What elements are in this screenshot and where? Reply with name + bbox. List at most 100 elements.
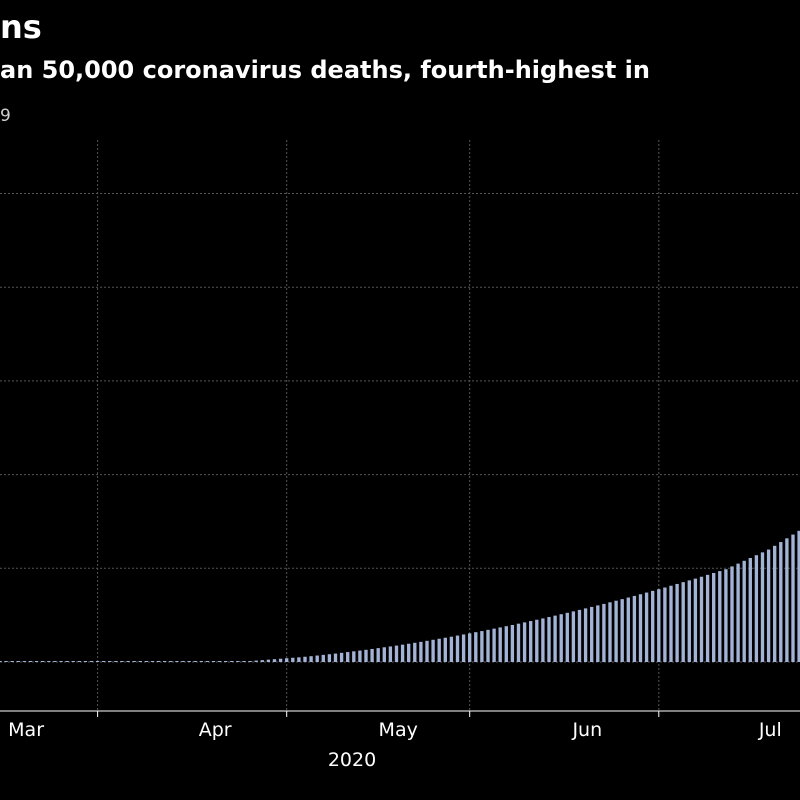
x-tick-label: Jul (758, 719, 782, 741)
x-axis-label: 2020 (328, 749, 376, 771)
bar (327, 654, 332, 662)
bar (22, 661, 27, 662)
chart-title: ns (0, 8, 42, 46)
bar (150, 661, 155, 662)
bar (492, 628, 496, 662)
bar (541, 618, 545, 662)
bar (315, 655, 319, 662)
bar (132, 661, 136, 662)
bar (47, 661, 51, 662)
bar (522, 622, 527, 662)
chart-source-note: 9 (0, 106, 11, 126)
bar (785, 538, 789, 662)
bar (553, 615, 557, 662)
bar (382, 647, 386, 662)
bar (108, 661, 112, 662)
bar (217, 661, 222, 662)
bar (291, 657, 295, 662)
bar (596, 605, 600, 662)
bar (224, 661, 228, 662)
bar (614, 600, 618, 662)
bar (297, 657, 301, 662)
bar (272, 659, 277, 662)
bar (138, 661, 142, 662)
bar (577, 609, 582, 662)
bar (419, 641, 423, 662)
bar (498, 627, 502, 662)
bar (394, 645, 399, 662)
bar (718, 571, 722, 662)
bar (65, 661, 69, 662)
bar (644, 592, 649, 662)
bar (632, 595, 637, 662)
bar (510, 624, 515, 662)
bar (77, 661, 81, 662)
bar (0, 661, 2, 662)
bar (254, 660, 258, 662)
bar (547, 617, 551, 662)
bar (266, 659, 271, 662)
bar (791, 534, 795, 662)
bar (339, 652, 344, 662)
bar (303, 656, 307, 662)
bar (358, 650, 362, 662)
bar (559, 614, 563, 662)
bar (59, 661, 63, 662)
bar (773, 545, 777, 662)
bar (626, 597, 630, 662)
bar (388, 646, 393, 662)
bar (687, 580, 691, 662)
bar (474, 632, 478, 662)
bar (504, 626, 508, 662)
bar (693, 578, 698, 662)
bar (242, 661, 246, 662)
bar (657, 589, 661, 662)
bar (779, 542, 783, 662)
bar (175, 661, 179, 662)
x-axis (0, 710, 800, 717)
bar (608, 602, 612, 662)
bar (413, 642, 417, 662)
bar (187, 661, 191, 662)
bar (126, 661, 130, 662)
bar (602, 603, 606, 662)
bar (364, 649, 368, 662)
bar (156, 661, 161, 662)
bar (681, 582, 685, 662)
bar (529, 621, 533, 662)
bar (169, 661, 173, 662)
bar (583, 608, 588, 662)
x-tick-label: May (379, 719, 418, 741)
bar (41, 661, 45, 662)
bar-series (0, 530, 800, 663)
x-tick-labels: Mar Apr May Jun Jul (8, 719, 782, 741)
bar (699, 576, 704, 662)
bar (724, 569, 728, 662)
bar (370, 648, 374, 662)
bar (333, 653, 338, 662)
bar (83, 661, 88, 662)
bar (669, 585, 673, 662)
bar (205, 661, 210, 662)
bar (705, 574, 710, 662)
bar (16, 661, 20, 662)
bar (211, 661, 216, 662)
bar (10, 661, 14, 662)
bar (535, 619, 539, 662)
bar (53, 661, 57, 662)
x-tick-label: Mar (8, 719, 44, 741)
chart-subtitle: an 50,000 coronavirus deaths, fourth-hig… (0, 56, 650, 84)
bar (742, 560, 746, 662)
bar (760, 552, 765, 662)
bar (236, 661, 240, 662)
bar (199, 661, 203, 662)
bar (28, 661, 33, 662)
bar (437, 638, 441, 662)
bar (95, 661, 100, 662)
bar (352, 651, 356, 662)
bar (4, 661, 8, 662)
bar (285, 658, 289, 662)
bar (114, 661, 118, 662)
bar (425, 640, 429, 662)
bar (651, 590, 655, 662)
